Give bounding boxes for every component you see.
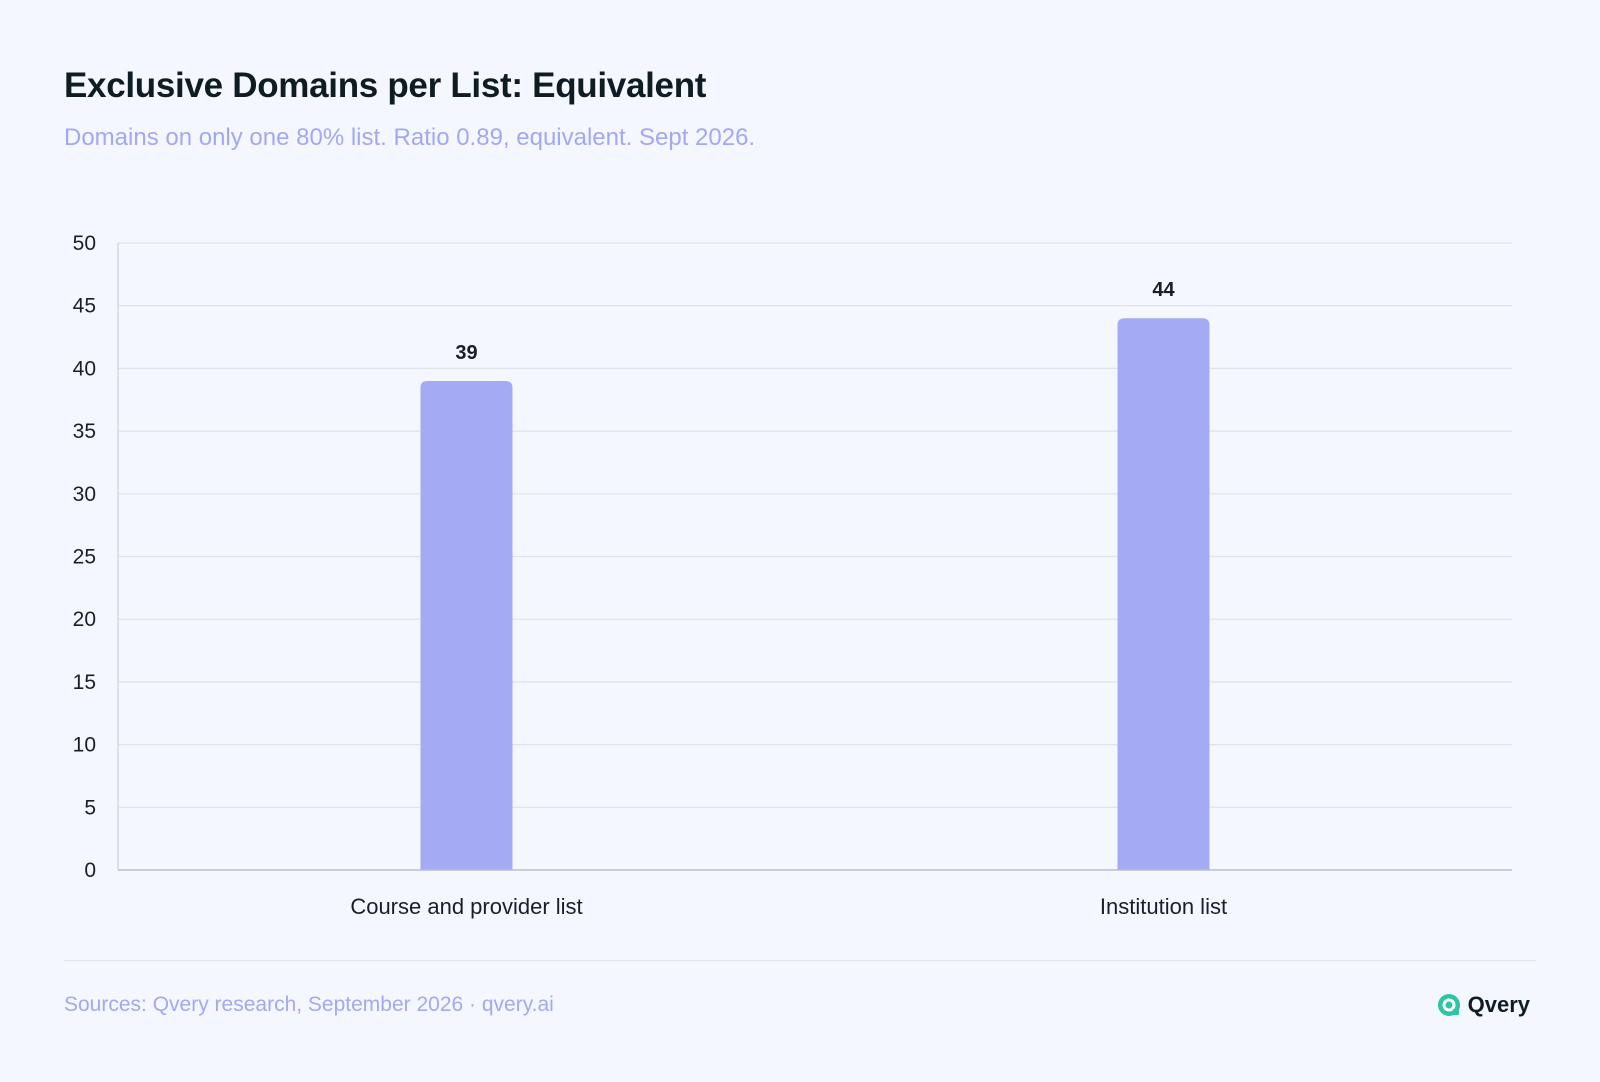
x-category-label: Course and provider list [350,894,582,919]
y-tick-label: 45 [73,295,96,318]
footer-source: Sources: Qvery research, September 2026 … [64,993,554,1016]
brand-name: Qvery [1467,992,1530,1017]
bars [420,318,1210,870]
grid-lines [118,242,1512,808]
qvery-logo-icon [1437,994,1460,1016]
bar [1117,318,1210,870]
y-tick-label: 10 [73,734,96,757]
y-tick-label: 15 [73,671,96,694]
y-axis-ticks: 0 5 10 15 20 25 30 35 40 45 50 [73,232,96,882]
x-category-label: Institution list [1100,894,1227,919]
y-tick-label: 30 [73,483,96,506]
y-tick-label: 25 [73,546,96,569]
footer-divider [64,960,1536,961]
x-axis-categories: Course and provider list Institution list [350,894,1227,919]
y-tick-label: 35 [73,420,96,443]
brand[interactable]: Qvery [1436,992,1530,1018]
chart-title: Exclusive Domains per List: Equivalent [64,66,707,105]
y-tick-label: 0 [84,859,96,882]
y-tick-label: 20 [73,608,96,631]
value-labels: 39 44 [455,279,1175,364]
bar-value-label: 44 [1152,279,1175,301]
y-tick-label: 40 [73,357,96,380]
chart-subtitle: Domains on only one 80% list. Ratio 0.89… [64,124,756,151]
y-tick-label: 50 [73,232,96,255]
y-tick-label: 5 [84,796,96,819]
bar-value-label: 39 [455,342,477,364]
bar [420,380,513,870]
